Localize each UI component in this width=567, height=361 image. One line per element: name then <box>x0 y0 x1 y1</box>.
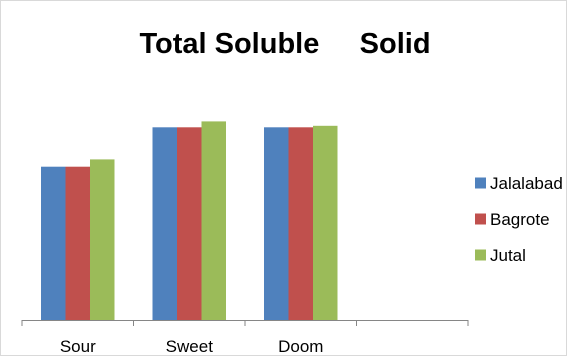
chart-title: Total Soluble Solid <box>139 28 430 60</box>
legend-swatch-jalalabad <box>475 177 486 189</box>
bar-bagrote-doom <box>288 127 313 320</box>
legend-swatch-jutal <box>475 249 486 261</box>
bar-jalalabad-sweet <box>152 127 177 320</box>
bar-jutal-doom <box>313 125 338 320</box>
x-tick-label: Doom <box>278 337 323 356</box>
plot-area: Sour Sweet Doom <box>21 121 469 356</box>
bar-jutal-sour <box>90 159 115 320</box>
legend-swatch-bagrote <box>475 213 486 225</box>
x-tick-label: Sweet <box>166 337 214 356</box>
bar-jalalabad-sour <box>41 166 66 320</box>
bar-jutal-sweet <box>201 121 226 321</box>
bar-jalalabad-doom <box>264 127 289 320</box>
legend-label-jutal: Jutal <box>490 246 526 265</box>
x-tick-label: Sour <box>60 337 96 356</box>
bar-bagrote-sweet <box>177 127 202 320</box>
legend: Jalalabad Bagrote Jutal <box>475 174 563 265</box>
legend-label-bagrote: Bagrote <box>490 210 550 229</box>
bar-bagrote-sour <box>65 166 90 320</box>
legend-label-jalalabad: Jalalabad <box>490 174 563 193</box>
